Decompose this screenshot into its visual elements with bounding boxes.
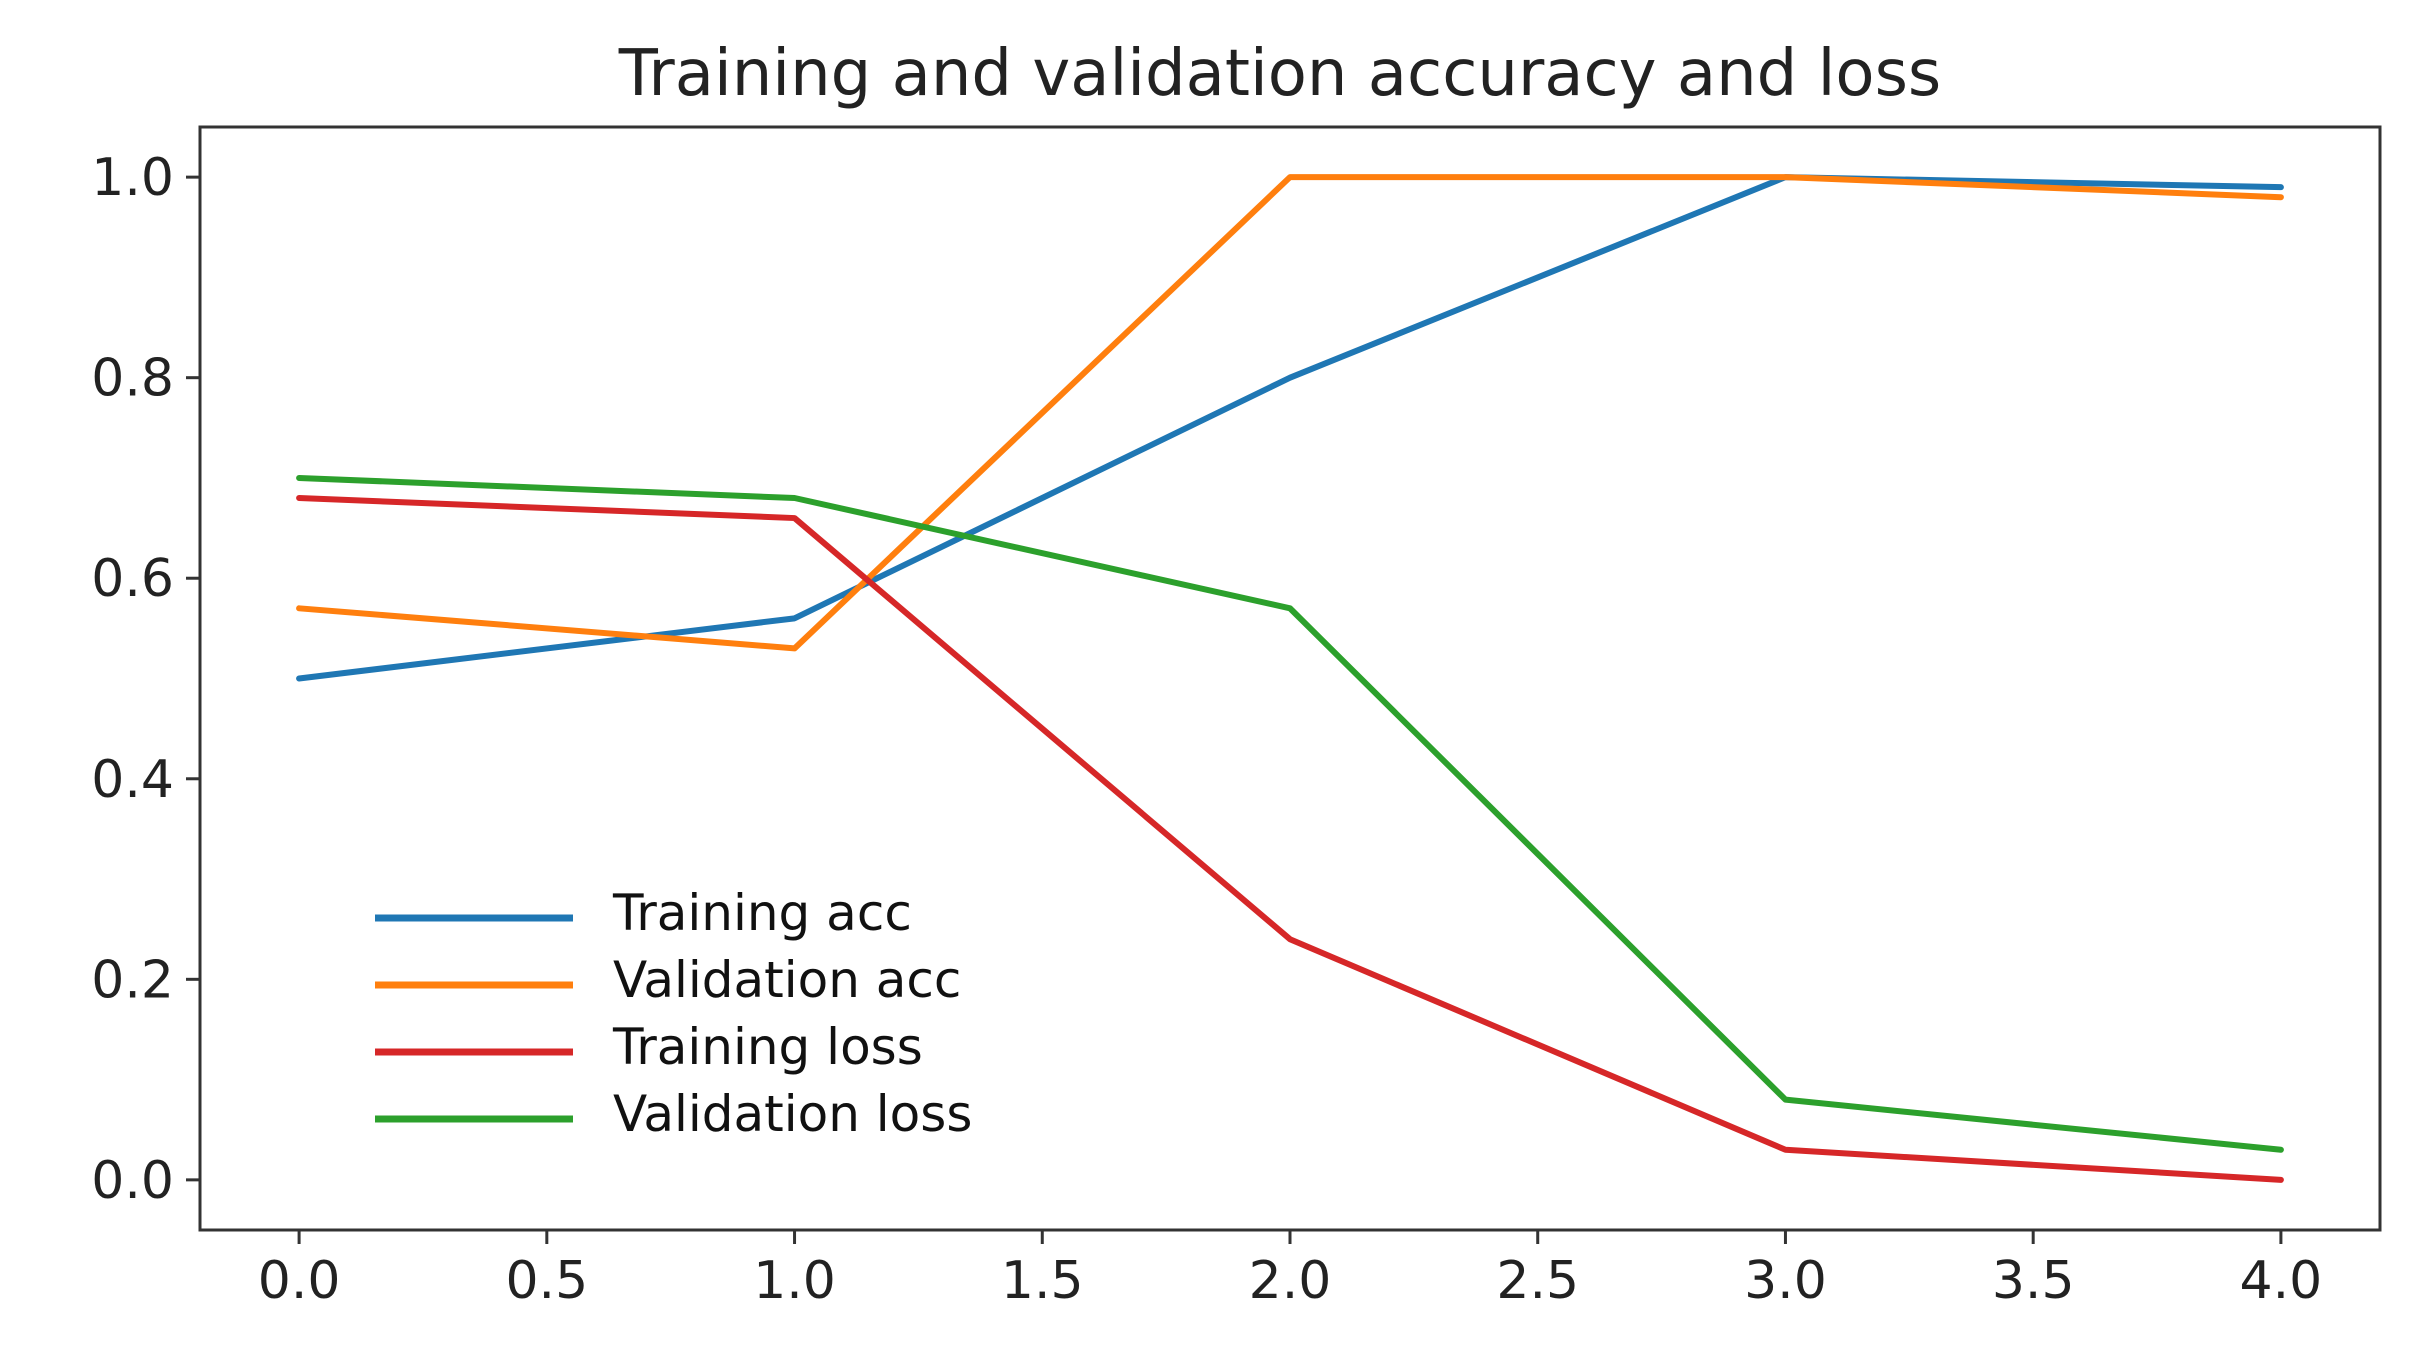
legend-label-validation-acc: Validation acc <box>613 951 961 1009</box>
x-tick-label: 1.0 <box>753 1251 836 1311</box>
x-tick-label: 3.0 <box>1744 1251 1827 1311</box>
legend-label-training-loss: Training loss <box>612 1018 923 1076</box>
legend-label-validation-loss: Validation loss <box>613 1085 972 1143</box>
y-tick-label: 0.6 <box>91 549 174 609</box>
series-line-training-acc <box>296 174 2284 682</box>
y-axis: 0.0 0.2 0.4 0.6 0.8 1.0 <box>91 148 200 1211</box>
series-line-training-loss <box>296 495 2284 1183</box>
x-tick-label: 1.5 <box>1001 1251 1084 1311</box>
legend-label-training-acc: Training acc <box>612 884 912 942</box>
y-tick-label: 0.2 <box>91 950 174 1010</box>
x-tick-label: 4.0 <box>2240 1251 2323 1311</box>
legend: Training acc Validation acc Training loss V… <box>375 884 972 1143</box>
x-tick-label: 2.0 <box>1249 1251 1332 1311</box>
y-tick-label: 1.0 <box>91 148 174 208</box>
y-tick-label: 0.8 <box>91 349 174 409</box>
plot-area-frame <box>198 125 2382 1232</box>
chart-title: Training and validation accuracy and los… <box>618 37 1942 111</box>
x-axis: 0.0 0.5 1.0 1.5 2.0 2.5 3.0 3.5 4.0 <box>258 1230 2323 1311</box>
x-tick-label: 0.0 <box>258 1251 341 1311</box>
series-line-validation-loss <box>296 474 2284 1153</box>
series-layer <box>296 174 2284 1183</box>
x-tick-label: 0.5 <box>505 1251 588 1311</box>
x-tick-label: 2.5 <box>1496 1251 1579 1311</box>
x-tick-label: 3.5 <box>1992 1251 2075 1311</box>
y-tick-label: 0.4 <box>91 750 174 810</box>
y-tick-label: 0.0 <box>91 1151 174 1211</box>
series-line-validation-acc <box>296 174 2284 652</box>
